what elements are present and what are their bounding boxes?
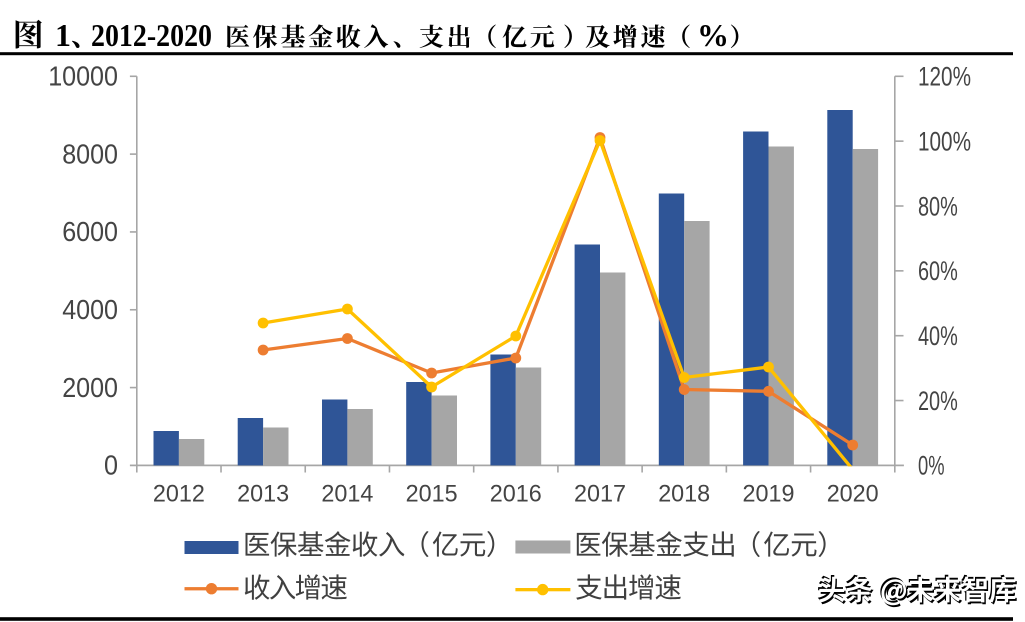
svg-text:2014: 2014 — [321, 481, 373, 508]
svg-text:60%: 60% — [918, 256, 958, 286]
svg-text:2018: 2018 — [658, 481, 710, 508]
svg-text:8000: 8000 — [62, 138, 118, 169]
svg-text:2015: 2015 — [406, 481, 458, 508]
svg-text:1: 1 — [55, 17, 71, 53]
svg-text:6000: 6000 — [62, 216, 118, 247]
svg-text:120%: 120% — [918, 62, 971, 92]
svg-text:0%: 0% — [918, 451, 945, 481]
svg-text:2016: 2016 — [490, 481, 542, 508]
svg-text:80%: 80% — [918, 191, 958, 221]
svg-text:2017: 2017 — [574, 481, 626, 508]
svg-text:%: % — [697, 17, 729, 53]
svg-text:4000: 4000 — [62, 294, 118, 325]
svg-text:2012-2020: 2012-2020 — [91, 17, 212, 53]
svg-text:2020: 2020 — [827, 481, 879, 508]
svg-text:2019: 2019 — [743, 481, 795, 508]
svg-text:2012: 2012 — [153, 481, 205, 508]
svg-text:0: 0 — [104, 450, 118, 481]
svg-text:10000: 10000 — [48, 61, 118, 92]
svg-text:2013: 2013 — [237, 481, 289, 508]
svg-text:100%: 100% — [918, 126, 971, 156]
svg-text:40%: 40% — [918, 321, 958, 351]
svg-text:20%: 20% — [918, 386, 958, 416]
svg-text:2000: 2000 — [62, 372, 118, 403]
